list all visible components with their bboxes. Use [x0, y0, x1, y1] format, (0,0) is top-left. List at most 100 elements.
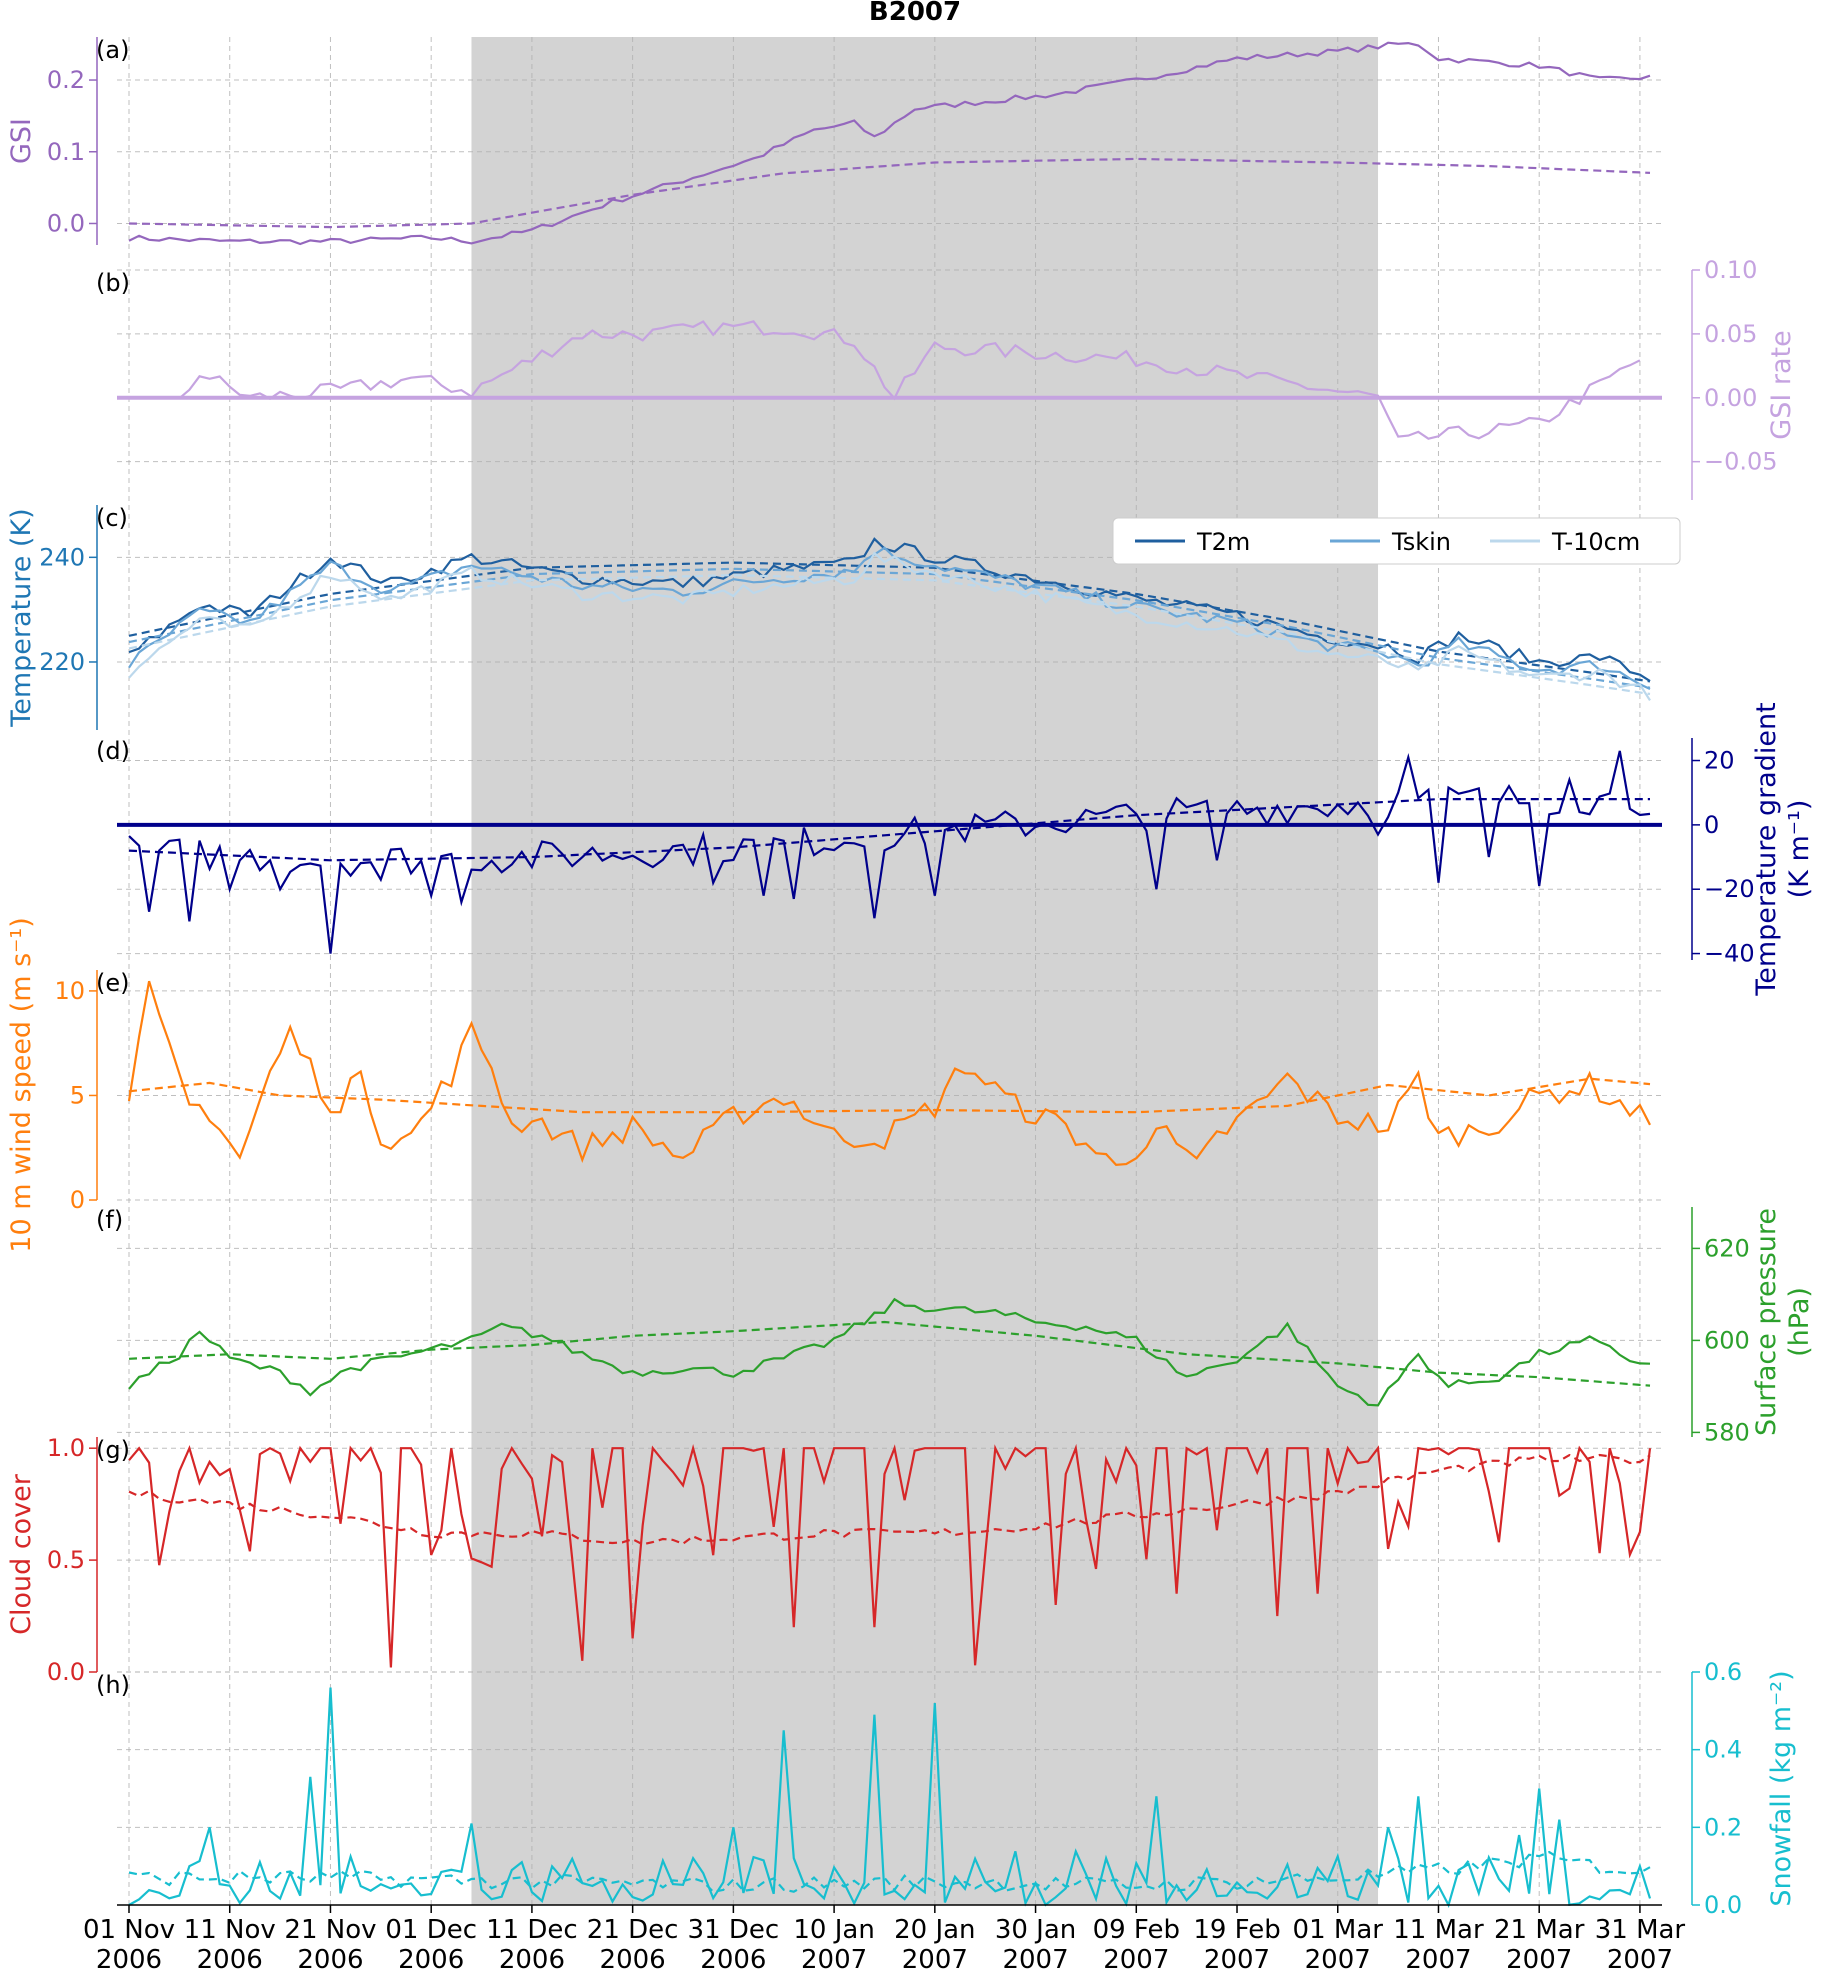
x-tick-label-year: 2006 — [700, 1945, 766, 1974]
legend-label: Tskin — [1391, 528, 1451, 556]
panel-letter: (b) — [96, 269, 130, 297]
x-tick-label-year: 2007 — [902, 1945, 968, 1974]
y-tick-label: −0.05 — [1704, 448, 1778, 476]
y-tick-label: 0.2 — [47, 66, 85, 94]
panel-series-3 — [128, 537, 1651, 701]
panel-series-1 — [128, 41, 1651, 246]
y-tick-label: 0.5 — [47, 1546, 85, 1574]
series-line — [127, 980, 1651, 1167]
y-axis-label: Cloud cover — [6, 1473, 37, 1635]
series-layer — [117, 41, 1662, 1908]
panel-series-6 — [128, 1297, 1651, 1407]
x-tick-label: 21 Dec — [587, 1915, 679, 1945]
series-mean-line — [128, 1453, 1651, 1546]
x-tick-label-year: 2007 — [1002, 1945, 1068, 1974]
series-mean-line — [128, 1850, 1651, 1893]
y-tick-label: 0 — [70, 1186, 85, 1214]
x-tick-label: 30 Jan — [995, 1915, 1076, 1945]
chart-title: B2007 — [869, 0, 961, 27]
panel-letter: (a) — [96, 36, 129, 64]
x-tick-label-year: 2007 — [1103, 1945, 1169, 1974]
x-tick-label-year: 2007 — [1204, 1945, 1270, 1974]
x-tick-label-year: 2006 — [398, 1945, 464, 1974]
x-tick-label: 11 Nov — [184, 1915, 276, 1945]
series-mean-line — [128, 157, 1651, 229]
x-tick-label-year: 2007 — [1607, 1945, 1673, 1974]
series-line-t2m — [128, 537, 1651, 683]
y-tick-label: 0.0 — [1704, 1891, 1742, 1919]
y-tick-label: 1.0 — [47, 1434, 85, 1462]
y-tick-label: 600 — [1704, 1326, 1750, 1354]
x-tick-label: 01 Mar — [1293, 1915, 1384, 1945]
x-tick-label: 19 Feb — [1193, 1915, 1280, 1945]
series-mean-line-t2m — [128, 561, 1651, 683]
y-axis-label: Temperature gradient — [1751, 702, 1782, 996]
y-tick-label: 220 — [39, 648, 85, 676]
y-axis-label-unit: (hPa) — [1784, 1287, 1815, 1357]
x-tick-label: 31 Mar — [1595, 1915, 1686, 1945]
y-tick-label: 0 — [1704, 811, 1719, 839]
x-tick-label-year: 2006 — [499, 1945, 565, 1974]
panel-letter: (g) — [96, 1436, 130, 1464]
shaded-period — [471, 37, 1379, 1905]
y-tick-label: 0.10 — [1704, 256, 1757, 284]
axis-layer: 0.00.10.2(a)GSI−0.050.000.050.10(b)GSI r… — [6, 36, 1815, 1974]
legend-frame — [1112, 517, 1681, 565]
y-tick-label: 0.6 — [1704, 1658, 1742, 1686]
y-tick-label: −20 — [1704, 875, 1755, 903]
x-tick-label-year: 2006 — [96, 1945, 162, 1974]
y-axis-label: 10 m wind speed (m s⁻¹) — [6, 917, 37, 1252]
x-tick-label: 09 Feb — [1093, 1915, 1180, 1945]
y-tick-label: 240 — [39, 543, 85, 571]
series-line — [178, 320, 1641, 440]
series-line — [128, 1443, 1652, 1668]
x-tick-label-year: 2007 — [1305, 1945, 1371, 1974]
series-line-t-10cm — [128, 551, 1651, 701]
panel-series-5 — [127, 980, 1651, 1167]
x-tick-label: 01 Nov — [83, 1915, 175, 1945]
y-tick-label: 20 — [1704, 747, 1735, 775]
series-line — [128, 1687, 1652, 1908]
y-axis-label-unit: (K m⁻¹) — [1784, 800, 1815, 899]
x-tick-label: 01 Dec — [385, 1915, 477, 1945]
y-tick-label: 0.4 — [1704, 1736, 1742, 1764]
x-tick-label: 10 Jan — [793, 1915, 874, 1945]
panel-letter: (d) — [96, 737, 130, 765]
x-tick-label: 21 Mar — [1494, 1915, 1585, 1945]
x-tick-label-year: 2006 — [197, 1945, 263, 1974]
grid-layer — [117, 37, 1662, 1906]
panel-letter: (e) — [96, 969, 130, 997]
x-tick-label-year: 2006 — [297, 1945, 363, 1974]
y-tick-label: 0.00 — [1704, 384, 1757, 412]
y-axis-label: GSI rate — [1766, 330, 1797, 439]
y-axis-label: GSI — [6, 118, 37, 164]
panel-series-8 — [128, 1687, 1652, 1908]
x-tick-label: 20 Jan — [894, 1915, 975, 1945]
legend-label: T-10cm — [1551, 528, 1640, 556]
series-mean-line — [128, 798, 1650, 862]
y-tick-label: 620 — [1704, 1234, 1750, 1262]
panel-series-4 — [117, 750, 1662, 954]
x-tick-label: 11 Dec — [486, 1915, 578, 1945]
y-tick-label: 10 — [54, 977, 85, 1005]
panel-letter: (f) — [96, 1206, 123, 1234]
series-line — [128, 750, 1651, 954]
series-line — [128, 1297, 1651, 1407]
panel-series-2 — [117, 320, 1662, 440]
x-tick-label: 11 Mar — [1393, 1915, 1484, 1945]
legend: T2m Tskin T-10cm — [1112, 517, 1681, 565]
series-mean-line-t-10cm — [128, 573, 1651, 696]
y-tick-label: 0.0 — [47, 209, 85, 237]
y-tick-label: 5 — [70, 1081, 85, 1109]
series-line — [128, 41, 1651, 246]
panel-series-7 — [128, 1443, 1652, 1668]
x-tick-label-year: 2007 — [801, 1945, 867, 1974]
y-tick-label: 0.2 — [1704, 1813, 1742, 1841]
y-tick-label: −40 — [1704, 940, 1755, 968]
series-mean-line — [128, 1320, 1651, 1387]
x-tick-label: 21 Nov — [284, 1915, 376, 1945]
y-axis-label: Snowfall (kg m⁻²) — [1766, 1670, 1797, 1906]
y-tick-label: 580 — [1704, 1418, 1750, 1446]
y-axis-label: Temperature (K) — [6, 508, 37, 727]
